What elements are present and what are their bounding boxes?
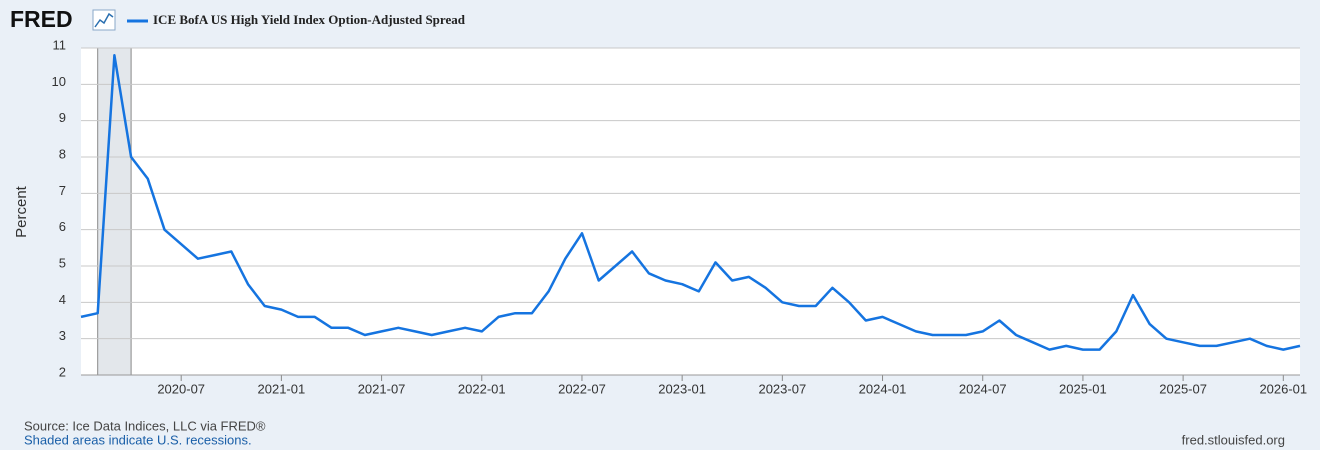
x-tick-label: 2024-01 <box>859 381 907 396</box>
recession-shade <box>97 48 132 375</box>
series-line <box>80 54 1301 351</box>
y-tick-label: 5 <box>59 255 66 270</box>
x-tick-label: 2025-01 <box>1059 381 1107 396</box>
y-tick-label: 3 <box>59 328 66 343</box>
url: fred.stlouisfed.org <box>1182 432 1285 447</box>
logo-icon <box>92 9 116 31</box>
plot-area <box>81 48 1300 375</box>
recession-note: Shaded areas indicate U.S. recessions. <box>24 432 252 447</box>
y-tick-label: 6 <box>59 219 66 234</box>
logo: FRED <box>10 6 73 32</box>
y-tick-label: 4 <box>59 292 66 307</box>
legend-label: ICE BofA US High Yield Index Option-Adju… <box>153 12 466 27</box>
x-tick-label: 2024-07 <box>959 381 1007 396</box>
y-tick-label: 11 <box>53 37 67 52</box>
x-tick-label: 2022-01 <box>458 381 506 396</box>
y-tick-label: 10 <box>52 74 66 89</box>
x-tick-label: 2021-07 <box>358 381 406 396</box>
x-tick-label: 2026-01 <box>1259 381 1307 396</box>
x-tick-label: 2021-01 <box>258 381 306 396</box>
y-tick-label: 8 <box>59 146 66 161</box>
y-axis-label: Percent <box>13 185 30 238</box>
x-tick-label: 2023-01 <box>658 381 706 396</box>
y-tick-label: 2 <box>59 364 66 379</box>
y-tick-label: 9 <box>59 110 66 125</box>
x-tick-label: 2020-07 <box>157 381 205 396</box>
x-tick-label: 2025-07 <box>1159 381 1207 396</box>
y-tick-label: 7 <box>59 183 66 198</box>
x-tick-label: 2023-07 <box>758 381 806 396</box>
source: Source: Ice Data Indices, LLC via FRED® <box>24 418 266 433</box>
x-tick-label: 2022-07 <box>558 381 606 396</box>
